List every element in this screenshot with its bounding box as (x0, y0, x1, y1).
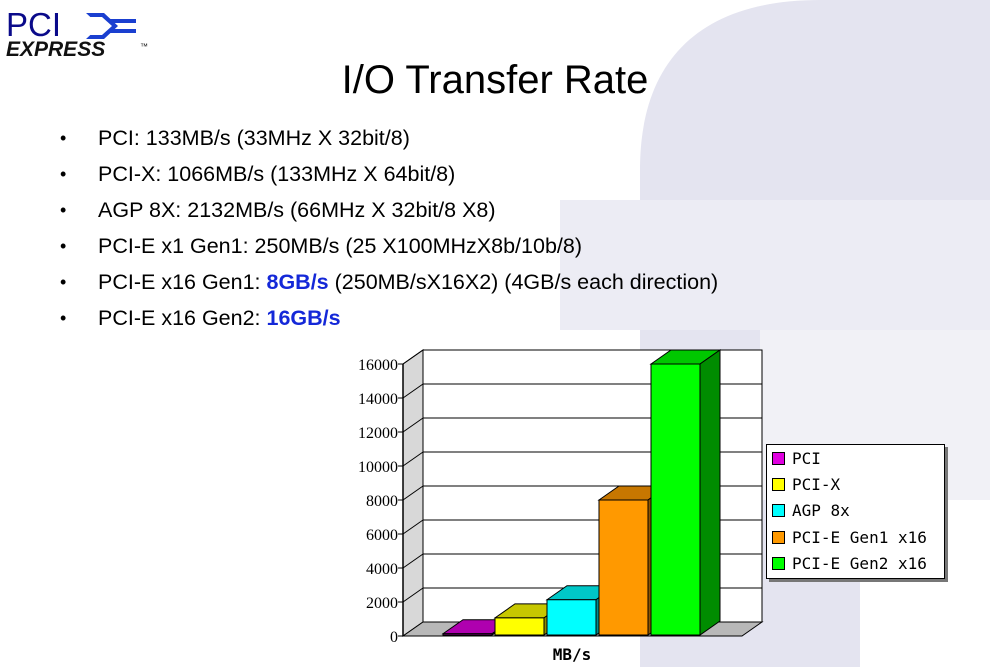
chart-legend: PCI PCI-X AGP 8x PCI-E Gen1 x16 PCI-E Gen2 x… (766, 444, 945, 579)
bullet-dot-icon: • (60, 236, 67, 256)
bullet-item: • PCI-E x16 Gen1: 8GB/s (250MB/sX16X2) (4… (56, 264, 718, 300)
y-tick-label: 4000 (366, 561, 398, 578)
gridline-side (402, 451, 424, 467)
y-tick-label: 12000 (358, 425, 398, 442)
bullet-text-pre: PCI-E x16 Gen2: (98, 306, 267, 330)
bullet-item: • PCI-X: 1066MB/s (133MHz X 64bit/8) (56, 156, 718, 192)
bar (442, 633, 493, 636)
y-tick-label: 14000 (358, 391, 398, 408)
y-tick-label: 8000 (366, 493, 398, 510)
legend-label: PCI-X (792, 475, 841, 495)
legend-item: PCI-X (767, 471, 944, 497)
bullet-highlight: 16GB/s (266, 306, 341, 330)
gridline-side (402, 417, 424, 433)
legend-swatch (772, 451, 785, 465)
slide-title: I/O Transfer Rate (341, 58, 649, 102)
y-tick-label: 10000 (358, 459, 398, 476)
bullet-item: • AGP 8X: 2132MB/s (66MHz X 32bit/8 X8) (56, 192, 718, 228)
bullet-dot-icon: • (60, 272, 67, 292)
y-tick-label: 6000 (366, 527, 398, 544)
y-tick-label: 0 (390, 629, 398, 646)
bullet-item: • PCI-E x16 Gen2: 16GB/s (56, 300, 718, 336)
gridline-side (402, 519, 424, 535)
gridline-side (402, 553, 424, 569)
bullet-highlight: 8GB/s (266, 270, 329, 294)
logo-express-text: EXPRESS (6, 38, 106, 61)
legend-label: PCI (792, 448, 821, 468)
bullet-text: AGP 8X: 2132MB/s (66MHz X 32bit/8 X8) (98, 198, 496, 222)
gridline-side (402, 485, 424, 501)
gridline-side (402, 349, 424, 365)
legend-swatch (772, 504, 785, 518)
bullet-item: • PCI: 133MB/s (33MHz X 32bit/8) (56, 120, 718, 156)
bullet-dot-icon: • (60, 308, 67, 328)
bar (598, 499, 649, 636)
legend-swatch (772, 530, 785, 544)
legend-label: PCI-E Gen1 x16 (792, 527, 927, 547)
legend-item: PCI (767, 445, 944, 471)
legend-item: PCI-E Gen1 x16 (767, 524, 944, 550)
bullet-dot-icon: • (60, 164, 67, 184)
bullet-item: • PCI-E x1 Gen1: 250MB/s (25 X100MHzX8b/1… (56, 228, 718, 264)
y-tick-label: 16000 (358, 357, 398, 374)
logo-trademark: ™ (140, 42, 148, 51)
bar-side (699, 349, 721, 636)
bar (650, 363, 701, 636)
bullet-text: PCI: 133MB/s (33MHz X 32bit/8) (98, 126, 410, 150)
bar (546, 599, 597, 636)
gridline-side (402, 383, 424, 399)
legend-swatch (772, 478, 785, 492)
bullet-dot-icon: • (60, 200, 67, 220)
bullet-dot-icon: • (60, 128, 67, 148)
pci-express-logo: PCI EXPRESS ™ (4, 6, 154, 62)
logo-pci-text: PCI (6, 6, 62, 43)
legend-item: AGP 8x (767, 498, 944, 524)
bullet-text-post: (250MB/sX16X2) (4GB/s each direction) (328, 270, 719, 294)
bullet-text-pre: PCI-E x16 Gen1: (98, 270, 267, 294)
bar (494, 617, 545, 636)
logo-chevron-icon (86, 13, 136, 39)
legend-label: AGP 8x (792, 501, 850, 521)
bullet-text: PCI-E x1 Gen1: 250MB/s (25 X100MHzX8b/10… (98, 234, 582, 258)
bullet-list: • PCI: 133MB/s (33MHz X 32bit/8) • PCI-X: … (56, 120, 718, 336)
legend-label: PCI-E Gen2 x16 (792, 554, 927, 574)
gridline-side (402, 587, 424, 603)
legend-item: PCI-E Gen2 x16 (767, 551, 944, 577)
bullet-text: PCI-X: 1066MB/s (133MHz X 64bit/8) (98, 162, 456, 186)
y-tick-label: 2000 (366, 595, 398, 612)
legend-swatch (772, 557, 785, 571)
x-axis-title: MB/s (553, 645, 592, 664)
